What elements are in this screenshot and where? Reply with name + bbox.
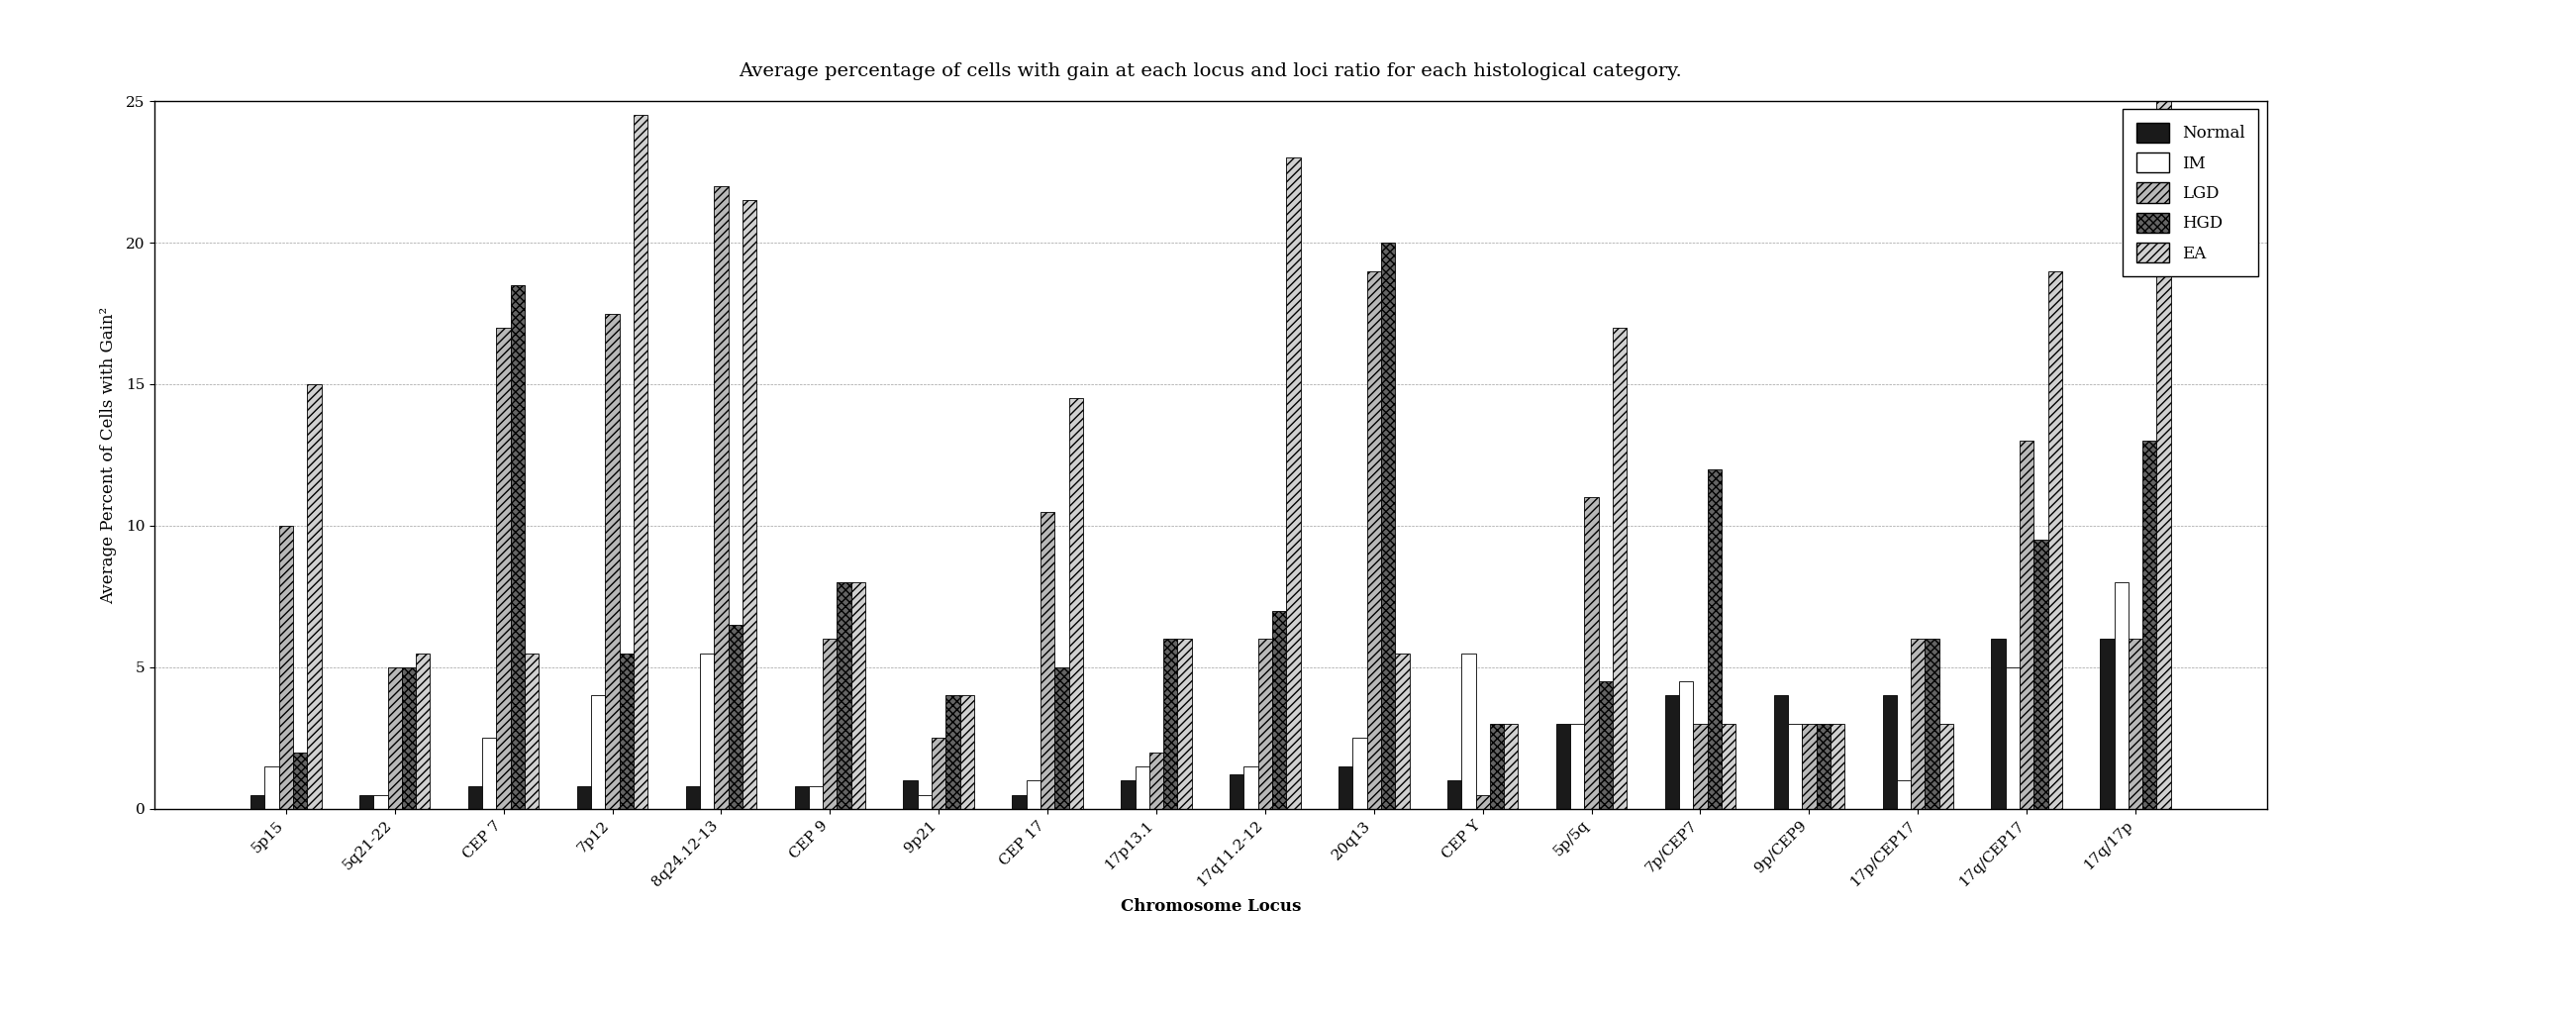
Bar [933, 738, 945, 809]
Bar [1012, 795, 1025, 809]
Bar [2115, 582, 2128, 809]
Bar [1069, 398, 1082, 809]
Bar [1461, 653, 1476, 809]
Bar [1368, 271, 1381, 809]
Bar [386, 667, 402, 809]
Bar [2128, 639, 2143, 809]
Bar [850, 582, 866, 809]
Bar [1832, 724, 1844, 809]
Bar [1664, 696, 1680, 809]
Bar [1340, 766, 1352, 809]
Bar [1613, 328, 1628, 809]
Bar [634, 115, 647, 809]
Bar [497, 328, 510, 809]
Bar [701, 653, 714, 809]
Bar [822, 639, 837, 809]
Bar [1285, 158, 1301, 809]
Bar [793, 787, 809, 809]
Bar [714, 186, 729, 809]
Bar [1803, 724, 1816, 809]
X-axis label: Chromosome Locus: Chromosome Locus [1121, 898, 1301, 915]
Bar [307, 384, 322, 809]
Bar [742, 200, 757, 809]
Bar [415, 653, 430, 809]
Bar [510, 285, 526, 809]
Bar [2020, 441, 2035, 809]
Bar [1556, 724, 1571, 809]
Bar [1229, 774, 1244, 809]
Bar [1504, 724, 1517, 809]
Bar [402, 667, 415, 809]
Bar [1680, 681, 1692, 809]
Bar [1489, 724, 1504, 809]
Bar [374, 795, 386, 809]
Bar [1788, 724, 1803, 809]
Bar [1476, 795, 1489, 809]
Bar [2035, 540, 2048, 809]
Bar [729, 625, 742, 809]
Bar [278, 526, 294, 809]
Bar [1396, 653, 1409, 809]
Bar [1571, 724, 1584, 809]
Bar [469, 787, 482, 809]
Title: Average percentage of cells with gain at each locus and loci ratio for each hist: Average percentage of cells with gain at… [739, 63, 1682, 80]
Bar [577, 787, 590, 809]
Bar [1940, 724, 1953, 809]
Bar [685, 787, 701, 809]
Bar [1911, 639, 1924, 809]
Bar [294, 752, 307, 809]
Bar [1025, 780, 1041, 809]
Bar [1041, 512, 1054, 809]
Bar [265, 766, 278, 809]
Bar [618, 653, 634, 809]
Bar [945, 696, 961, 809]
Bar [1924, 639, 1940, 809]
Bar [2007, 667, 2020, 809]
Bar [250, 795, 265, 809]
Bar [2099, 639, 2115, 809]
Bar [1244, 766, 1257, 809]
Bar [1708, 469, 1721, 809]
Bar [1054, 667, 1069, 809]
Bar [1600, 681, 1613, 809]
Bar [590, 696, 605, 809]
Bar [1257, 639, 1273, 809]
Bar [917, 795, 933, 809]
Bar [1775, 696, 1788, 809]
Bar [961, 696, 974, 809]
Bar [1883, 696, 1896, 809]
Bar [1136, 766, 1149, 809]
Bar [526, 653, 538, 809]
Bar [1584, 497, 1600, 809]
Bar [1164, 639, 1177, 809]
Bar [904, 780, 917, 809]
Bar [1352, 738, 1368, 809]
Bar [1692, 724, 1708, 809]
Bar [1149, 752, 1164, 809]
Bar [2156, 101, 2172, 809]
Bar [605, 313, 618, 809]
Bar [1816, 724, 1832, 809]
Bar [1448, 780, 1461, 809]
Bar [1381, 243, 1396, 809]
Bar [361, 795, 374, 809]
Bar [837, 582, 850, 809]
Legend: Normal, IM, LGD, HGD, EA: Normal, IM, LGD, HGD, EA [2123, 109, 2259, 276]
Bar [1177, 639, 1193, 809]
Bar [482, 738, 497, 809]
Bar [1273, 611, 1285, 809]
Y-axis label: Average Percent of Cells with Gain²: Average Percent of Cells with Gain² [100, 306, 118, 604]
Bar [2048, 271, 2061, 809]
Bar [1896, 780, 1911, 809]
Bar [809, 787, 822, 809]
Bar [2143, 441, 2156, 809]
Bar [1991, 639, 2007, 809]
Bar [1721, 724, 1736, 809]
Bar [1121, 780, 1136, 809]
